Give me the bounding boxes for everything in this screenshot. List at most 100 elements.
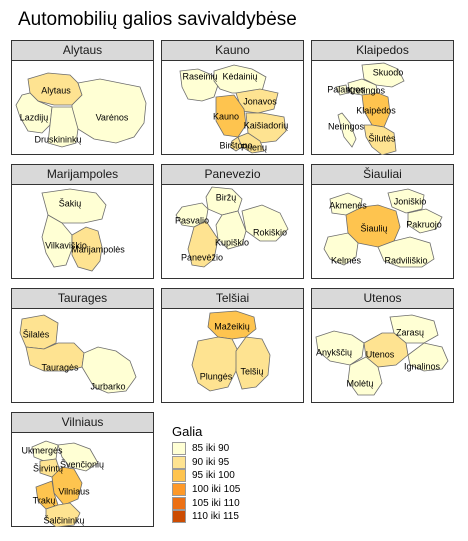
municipality-label: Akmenės [329,200,367,211]
region-map: Zarasų Anykščių Utenos Ignalinos Molėtų [312,309,453,403]
municipality-shape [179,68,219,102]
legend-label: 95 iki 100 [192,470,235,482]
region-map-svg [315,314,449,396]
legend-item: 90 iki 95 [172,455,240,470]
municipality-label: Marijampolės [71,244,125,255]
region-map: Mažeikių Plungės Telšių [162,309,303,403]
facet-strip-label: Taurages [12,289,153,309]
legend-item: 95 iki 100 [172,469,240,483]
municipality-label: Skuodo [372,67,404,78]
municipality-shape [407,342,449,372]
facet-panel: Panevezio Biržų Pasvalio Rokiškio Kupiškio Pa… [161,164,304,279]
municipality-label: Prienų [240,142,268,153]
region-map-svg [335,62,405,155]
region-map-svg [15,72,147,148]
municipality-label: Neringos [327,121,365,132]
region-map: Šakių Vilkaviškio Marijampolės [12,185,153,279]
municipality-label: Plungės [199,371,233,382]
facet-panel: Klaipedos Skuodo Palangos Kretingos Klaipėdo… [311,40,454,155]
municipality-label: Kėdainių [222,71,258,82]
region-map-svg [191,310,271,392]
facet-strip-label: Alytaus [12,41,153,61]
facet-panel: Marijampoles Šakių Vilkaviškio Marijampolės [11,164,154,279]
municipality-shape [407,208,443,234]
region-map: Raseinių Kėdainių Jonavos Kauno Kaišiadorių B… [162,61,303,155]
facet-strip-label: Telšiai [162,289,303,309]
legend-item: 110 iki 115 [172,510,240,524]
region-map-svg [19,314,137,394]
municipality-shape [215,210,247,250]
municipality-shape [335,84,349,96]
municipality-shape [361,62,405,88]
municipality-label: Alytaus [41,85,71,96]
municipality-label: Birštono [219,140,253,151]
municipality-label: Kauno [212,111,240,122]
region-map: Skuodo Palangos Kretingos Klaipėdos Neringos… [312,61,453,155]
region-map-svg [41,188,107,272]
region-map: Šilalės Tauragės Jurbarko [12,309,153,403]
municipality-shape [47,106,79,148]
legend-swatch [172,496,186,510]
municipality-label: Vilkaviškio [45,240,87,251]
municipality-label: Kaišiadorių [243,120,289,131]
region-map: Alytaus Lazdijų Varėnos Druskininkų [12,61,153,155]
facet-panel: Šiauliai Akmenės Joniškio Pakruojo Šiaulių Ke… [311,164,454,279]
municipality-label: Ignalinos [403,361,441,372]
region-map-svg [323,188,443,268]
legend-label: 105 iki 110 [192,497,240,509]
municipality-shape [15,92,53,134]
municipality-label: Biržų [215,192,237,203]
municipality-shape [51,466,83,506]
municipality-shape [241,204,289,242]
map-title: Automobilių galios savivaldybėse [18,9,297,30]
facet-panel: Utenos Zarasų Anykščių Utenos Ignalinos Molėt… [311,288,454,403]
legend-label: 110 iki 115 [192,511,239,523]
municipality-label: Klaipėdos [356,105,396,116]
municipality-label: Varėnos [95,112,129,123]
legend-item: 105 iki 110 [172,496,240,510]
municipality-shape [41,214,73,268]
municipality-label: Kupiškio [214,237,250,248]
legend-items: 85 iki 90 90 iki 95 95 iki 100 100 iki 105 1… [172,442,240,524]
municipality-label: Molėtų [346,378,374,389]
municipality-label: Joniškio [393,196,427,207]
region-map: Akmenės Joniškio Pakruojo Šiaulių Kelmės Radv… [312,185,453,279]
legend-swatch [172,483,186,497]
municipality-label: Trakų [32,495,56,506]
municipality-label: Pasvalio [174,215,210,226]
facet-strip-label: Klaipedos [312,41,453,61]
municipality-shape [323,232,359,266]
municipality-label: Radviliškio [384,255,428,266]
municipality-label: Vilniaus [58,486,90,497]
municipality-shape [235,336,271,390]
municipality-label: Šiaulių [360,223,388,234]
municipality-shape [81,346,137,394]
municipality-label: Palangos [327,84,365,95]
municipality-shape [315,330,365,366]
municipality-label: Raseinių [182,71,218,82]
municipality-label: Zarasų [395,327,425,338]
municipality-shape [347,356,383,396]
municipality-label: Šilutės [368,133,396,144]
municipality-label: Širvintų [32,463,64,474]
municipality-shape [215,94,247,138]
region-map: Ukmergės Širvintų Švenčionių Vilniaus Trakų Š… [12,433,153,527]
municipality-label: Telšių [240,366,264,377]
municipality-label: Utenos [365,349,395,360]
municipality-shape [387,188,425,214]
municipality-label: Švenčionių [59,459,105,470]
legend-item: 85 iki 90 [172,442,240,456]
municipality-shape [187,220,219,268]
facet-panel: Telšiai Mažeikių Plungės Telšių [161,288,304,403]
municipality-label: Anykščių [315,347,353,358]
municipality-label: Šakių [58,198,82,209]
facet-strip-label: Šiauliai [312,165,453,185]
municipality-label: Rokiškio [252,227,288,238]
legend-title: Galia [172,424,203,439]
municipality-label: Pakruojo [406,219,442,230]
facet-strip-label: Utenos [312,289,453,309]
municipality-label: Mažeikių [214,321,250,332]
municipality-shape [377,236,435,268]
municipality-label: Ukmergės [21,445,63,456]
municipality-label: Lazdijų [19,112,49,123]
